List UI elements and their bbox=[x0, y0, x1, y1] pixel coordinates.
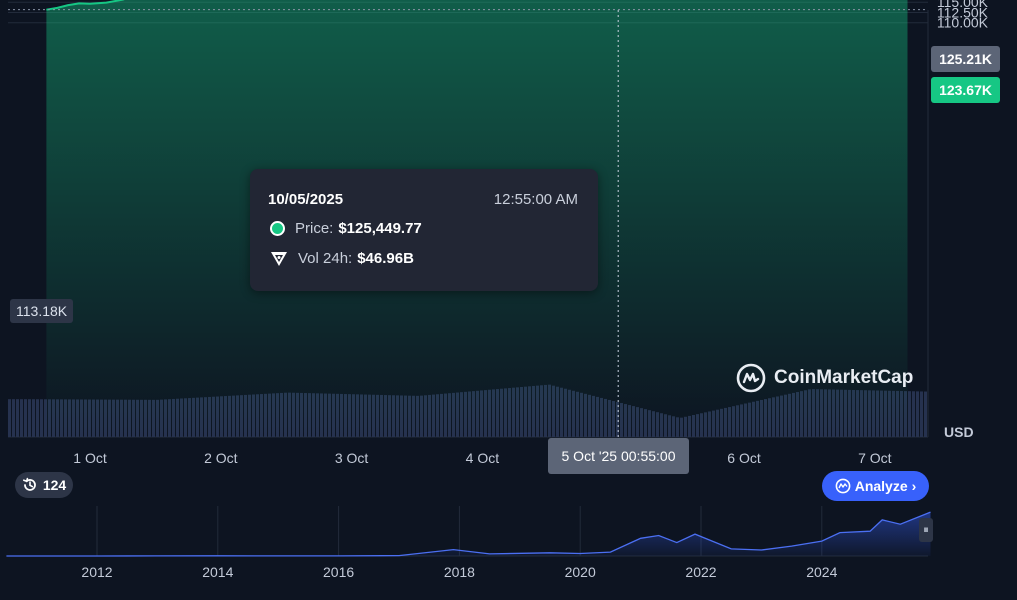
tooltip-price-row: Price: $125,449.77 bbox=[270, 220, 422, 237]
y-tick-label: 110.00K bbox=[937, 15, 989, 31]
history-tick-label: 2020 bbox=[565, 564, 596, 580]
currency-label: USD bbox=[944, 424, 974, 440]
history-button[interactable]: 124 bbox=[15, 472, 73, 498]
chevron-right-icon: › bbox=[911, 478, 917, 494]
volume-bar bbox=[44, 399, 47, 437]
volume-bar bbox=[16, 399, 19, 437]
y-tick-label: 115.00K bbox=[937, 0, 989, 10]
tooltip-date: 10/05/2025 bbox=[268, 191, 344, 208]
range-handle[interactable]: ⏸ bbox=[919, 518, 933, 542]
volume-bar bbox=[8, 399, 11, 437]
history-layer: 2012 2014 2016 2018 2020 2022 2024 bbox=[6, 506, 931, 580]
tooltip-time: 12:55:00 AM bbox=[493, 191, 578, 208]
history-area bbox=[6, 512, 931, 556]
price-dot-icon bbox=[270, 221, 285, 236]
watermark-text: CoinMarketCap bbox=[774, 367, 914, 388]
volume-bar bbox=[36, 399, 39, 437]
history-icon bbox=[22, 477, 36, 491]
tooltip-price-label: Price: bbox=[295, 220, 334, 237]
volume-bar bbox=[28, 399, 31, 437]
tooltip-volume-value: $46.96B bbox=[357, 250, 414, 267]
analyze-button[interactable]: Analyze › bbox=[822, 471, 929, 501]
volume-bar bbox=[916, 391, 919, 437]
x-tick-label: 1 Oct bbox=[73, 450, 107, 466]
x-tick-label: 2 Oct bbox=[204, 450, 238, 466]
x-tick-label: 4 Oct bbox=[466, 450, 500, 466]
history-tick-label: 2012 bbox=[81, 564, 112, 580]
history-tick-label: 2014 bbox=[202, 564, 233, 580]
history-line bbox=[6, 511, 931, 557]
volume-bar bbox=[24, 399, 27, 437]
current-price-label: 123.67K bbox=[931, 77, 1000, 103]
history-tick-label: 2016 bbox=[323, 564, 354, 580]
x-tick-label: 6 Oct bbox=[727, 450, 761, 466]
x-cursor-label: 5 Oct '25 00:55:00 bbox=[548, 438, 689, 474]
history-tick-label: 2022 bbox=[685, 564, 716, 580]
y-tick-label: 112.50K bbox=[937, 4, 989, 20]
start-price-label: 113.18K bbox=[10, 299, 74, 323]
tooltip-volume-row: Vol 24h: $46.96B bbox=[270, 250, 414, 267]
volume-bar bbox=[32, 399, 35, 437]
volume-bar bbox=[908, 391, 911, 437]
price-tooltip: 10/05/2025 12:55:00 AM Price: $125,449.7… bbox=[250, 169, 598, 291]
volume-bar bbox=[12, 399, 15, 437]
tooltip-price-value: $125,449.77 bbox=[338, 220, 422, 237]
history-tick-label: 2018 bbox=[444, 564, 475, 580]
volume-bar bbox=[40, 399, 43, 437]
history-count: 124 bbox=[42, 477, 67, 493]
coinmarketcap-logo-icon bbox=[736, 363, 766, 393]
volume-icon bbox=[271, 251, 287, 266]
x-tick-label: 3 Oct bbox=[335, 450, 369, 466]
volume-bar bbox=[912, 391, 915, 437]
volume-bar bbox=[20, 399, 23, 437]
volume-bar bbox=[920, 391, 923, 437]
analyze-icon bbox=[835, 478, 851, 494]
analyze-label: Analyze bbox=[854, 478, 908, 494]
tooltip-volume-label: Vol 24h: bbox=[298, 250, 353, 267]
cursor-layer bbox=[8, 9, 928, 437]
coinmarketcap-watermark: CoinMarketCap bbox=[736, 363, 913, 393]
volume-bar bbox=[924, 391, 927, 437]
history-tick-label: 2024 bbox=[806, 564, 837, 580]
hover-price-label: 125.21K bbox=[931, 46, 1000, 72]
x-tick-label: 7 Oct bbox=[858, 450, 892, 466]
